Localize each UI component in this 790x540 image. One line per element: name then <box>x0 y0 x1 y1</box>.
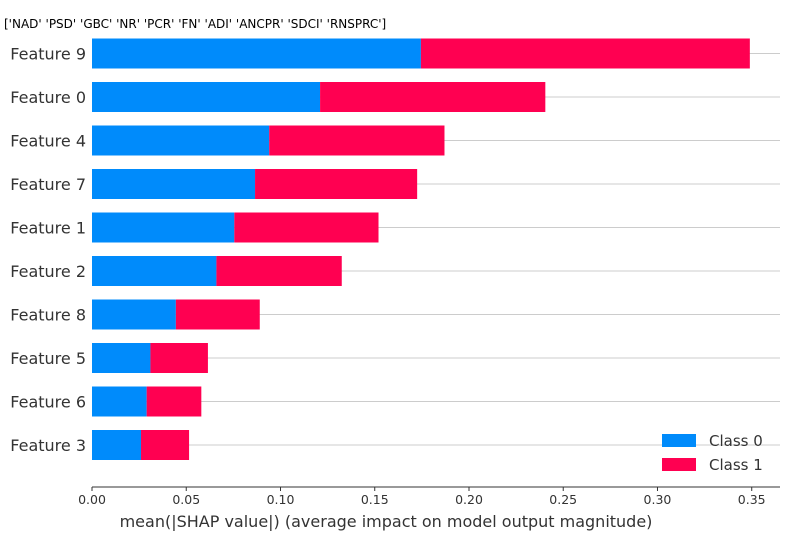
bar-class-1 <box>175 299 260 330</box>
bar-class-0 <box>92 82 321 112</box>
y-tick-label: Feature 8 <box>10 306 86 325</box>
bar-class-0 <box>92 125 270 156</box>
bar-class-1 <box>269 125 445 156</box>
bar-class-0 <box>92 299 176 330</box>
x-tick-label: 0.25 <box>549 492 577 507</box>
legend-swatch <box>662 458 696 471</box>
bar-class-1 <box>150 343 208 373</box>
y-tick-label: Feature 1 <box>10 219 86 238</box>
bar-class-1 <box>216 256 342 286</box>
x-tick-label: 0.30 <box>644 492 672 507</box>
x-axis-label: mean(|SHAP value|) (average impact on mo… <box>120 512 653 531</box>
x-tick-label: 0.05 <box>172 492 200 507</box>
y-tick-label: Feature 5 <box>10 349 86 368</box>
bar-class-1 <box>146 386 202 417</box>
bar-class-0 <box>92 430 142 460</box>
legend-label: Class 0 <box>709 432 763 450</box>
x-tick-label: 0.15 <box>361 492 389 507</box>
y-tick-label: Feature 4 <box>10 132 86 151</box>
bar-class-0 <box>92 256 217 286</box>
bars <box>92 38 750 460</box>
legend-label: Class 1 <box>709 456 763 474</box>
y-tick-labels: Feature 9 Feature 0 Feature 4 Feature 7 Feat… <box>10 45 86 456</box>
bar-class-0 <box>92 386 147 417</box>
x-tick-label: 0.35 <box>738 492 766 507</box>
bar-class-1 <box>320 82 546 112</box>
y-tick-label: Feature 2 <box>10 262 86 281</box>
x-tick-label: 0.00 <box>78 492 106 507</box>
y-tick-label: Feature 9 <box>10 45 86 64</box>
bar-class-0 <box>92 212 235 243</box>
bar-class-1 <box>420 38 750 69</box>
chart-title: ['NAD' 'PSD' 'GBC' 'NR' 'PCR' 'FN' 'ADI'… <box>4 17 387 31</box>
bar-class-0 <box>92 38 421 69</box>
bar-class-1 <box>255 169 418 199</box>
x-tick-label: 0.20 <box>455 492 483 507</box>
bar-class-1 <box>234 212 379 243</box>
legend-swatch <box>662 434 696 447</box>
x-tick-label: 0.10 <box>267 492 295 507</box>
y-tick-label: Feature 7 <box>10 175 86 194</box>
bar-class-0 <box>92 343 151 373</box>
grid-lines <box>92 53 780 446</box>
y-tick-label: Feature 3 <box>10 436 86 455</box>
bar-class-0 <box>92 169 256 199</box>
x-ticks: 0.00 0.05 0.10 0.15 0.20 0.25 0.30 0.35 <box>78 487 766 507</box>
y-tick-label: Feature 0 <box>10 88 86 107</box>
y-tick-label: Feature 6 <box>10 393 86 412</box>
legend: Class 0 Class 1 <box>662 432 763 474</box>
bar-class-1 <box>141 430 190 460</box>
